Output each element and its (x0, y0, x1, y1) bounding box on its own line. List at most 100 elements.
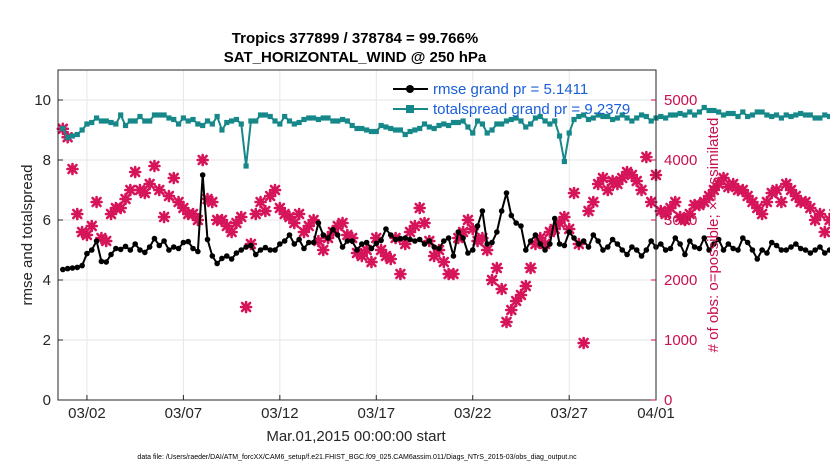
totalspread-point (60, 125, 66, 132)
rmse-point (619, 247, 626, 253)
y-left-tick-label: 2 (43, 332, 51, 349)
rmse-point (474, 223, 481, 229)
rmse-point (783, 247, 790, 253)
obs-point (750, 201, 764, 215)
totalspread-point (185, 118, 191, 124)
obs-point (697, 195, 711, 209)
plot-frame (57, 69, 657, 401)
obs-point (360, 243, 373, 257)
totalspread-point (147, 118, 153, 124)
rmse-point (629, 244, 635, 250)
obs-point (775, 195, 788, 209)
totalspread-point (590, 115, 596, 121)
obs-point (90, 195, 103, 209)
totalspread-point (547, 121, 553, 127)
obs-point (220, 219, 234, 233)
rmse-point (585, 244, 592, 250)
totalspread-point (383, 124, 389, 130)
obs-point (712, 177, 725, 191)
obs-point (408, 219, 422, 233)
rmse-point (334, 232, 341, 238)
rmse-point (359, 241, 365, 247)
obs-point (249, 207, 263, 221)
rmse-point (60, 266, 66, 273)
totalspread-point (151, 112, 158, 118)
rmse-point (378, 237, 384, 244)
totalspread-point (489, 127, 495, 133)
rmse-point (195, 248, 201, 255)
obs-point (254, 195, 267, 209)
obs-point (128, 165, 142, 179)
rmse-point (489, 239, 495, 246)
totalspread-point (542, 118, 548, 124)
obs-point (461, 213, 475, 227)
rmse-point (132, 241, 138, 247)
totalspread-point (638, 112, 645, 118)
rmse-point (561, 242, 568, 249)
obs-point (413, 201, 426, 215)
y-left-tick-label: 6 (43, 212, 51, 229)
y-right-tick-label: 2000 (664, 272, 697, 289)
rmse-point (556, 241, 563, 247)
totalspread-point (267, 113, 273, 120)
rmse-point (402, 235, 409, 241)
rmse-point (542, 247, 548, 253)
obs-point (288, 216, 301, 230)
obs-point (316, 243, 330, 257)
rmse-point (387, 232, 394, 238)
totalspread-point (310, 115, 317, 121)
totalspread-point (687, 109, 693, 115)
y-axis-left-label: rmse and totalspread (19, 165, 36, 306)
rmse-point (469, 247, 476, 253)
rmse-point (113, 245, 119, 252)
rmse-point (590, 232, 597, 238)
obs-point (664, 201, 677, 215)
data-file-footer: data file: /Users/raeder/DAI/ATM_forcXX/… (137, 454, 577, 461)
totalspread-point (257, 112, 264, 118)
totalspread-point (79, 127, 85, 133)
obs-point (374, 243, 388, 257)
obs-point (451, 231, 465, 245)
obs-point (186, 207, 200, 221)
obs-point (196, 153, 209, 167)
obs-point (302, 219, 316, 233)
totalspread-point (812, 115, 818, 121)
rmse-point (161, 238, 167, 244)
totalspread-point (764, 112, 770, 118)
obs-point (355, 249, 369, 263)
obs-point (191, 213, 205, 227)
totalspread-point (759, 109, 765, 115)
rmse-point (498, 208, 505, 214)
rmse-point (793, 241, 799, 247)
totalspread-point (479, 121, 485, 127)
rmse-point (465, 250, 471, 256)
obs-point (398, 237, 412, 251)
totalspread-point (354, 125, 360, 132)
rmse-point (725, 241, 732, 247)
rmse-point (715, 236, 722, 243)
rmse-point (518, 223, 524, 229)
totalspread-point (643, 113, 649, 120)
obs-point (615, 171, 629, 185)
rmse-point (330, 226, 336, 233)
obs-point (418, 216, 431, 230)
rmse-point (754, 256, 761, 262)
totalspread-point (706, 107, 712, 114)
rmse-point (166, 247, 172, 253)
totalspread-point (499, 121, 505, 127)
rmse-point (735, 247, 741, 253)
rmse-point (768, 239, 775, 246)
totalspread-point (745, 113, 751, 120)
totalspread-point (537, 113, 543, 120)
totalspread-point (286, 118, 293, 124)
totalspread-point (248, 118, 254, 124)
totalspread-point (195, 121, 201, 127)
rmse-point (826, 247, 830, 253)
rmse-point (228, 256, 235, 262)
totalspread-point (108, 119, 114, 126)
rmse-point (103, 259, 110, 265)
totalspread-point (243, 163, 249, 169)
totalspread-point (817, 115, 823, 121)
totalspread-point (359, 125, 365, 132)
rmse-point (566, 229, 572, 235)
